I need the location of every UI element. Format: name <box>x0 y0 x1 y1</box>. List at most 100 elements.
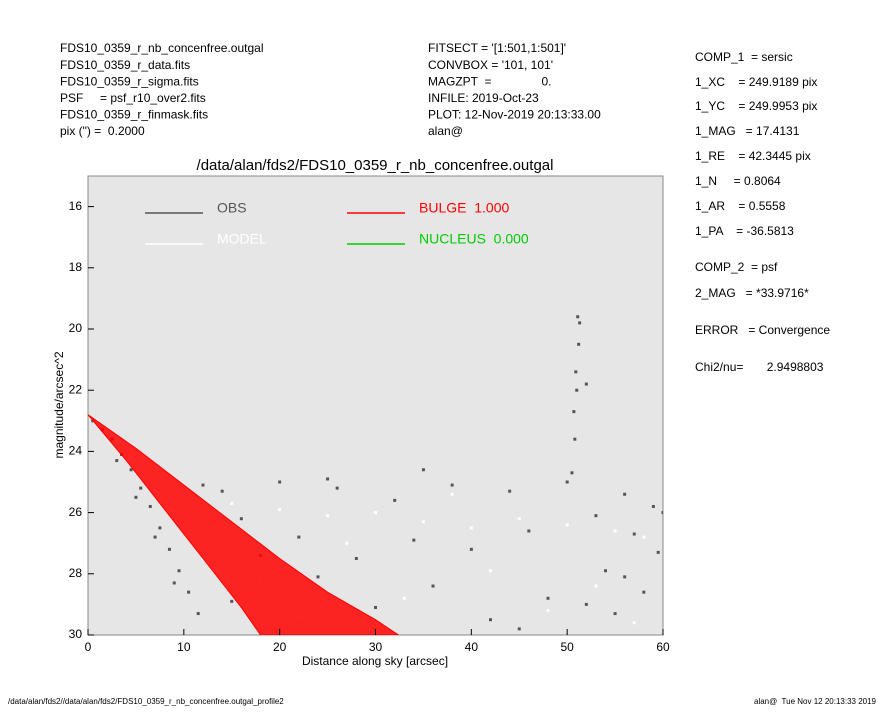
plot-area <box>88 315 663 635</box>
data-point <box>278 480 282 484</box>
data-point <box>129 468 133 472</box>
data-point <box>604 569 607 573</box>
side-panel-line: ERROR = Convergence <box>695 323 830 337</box>
x-tick-label: 60 <box>656 640 670 654</box>
side-panel-line: 1_RE = 42.3445 pix <box>695 149 811 163</box>
data-point <box>469 526 473 530</box>
side-panel-line: 1_YC = 249.9953 pix <box>695 99 817 113</box>
legend-label: MODEL <box>217 231 267 247</box>
data-point <box>158 526 162 530</box>
data-point <box>656 550 660 554</box>
data-point <box>546 596 550 600</box>
data-point <box>517 517 521 521</box>
y-tick-label: 28 <box>69 566 83 580</box>
data-point <box>393 498 397 502</box>
footer-right: alan@ Tue Nov 12 20:13:33 2019 <box>754 697 877 706</box>
y-tick-label: 18 <box>69 260 83 274</box>
side-panel-line: 1_PA = -36.5813 <box>695 224 794 238</box>
header-left-line: FDS10_0359_r_data.fits <box>60 58 190 72</box>
data-point <box>565 523 569 527</box>
data-point <box>230 599 234 603</box>
data-point <box>345 541 349 545</box>
data-point <box>201 483 205 487</box>
y-tick-label: 22 <box>69 382 83 396</box>
header-left-line: FDS10_0359_r_nb_concenfree.outgal <box>60 41 263 55</box>
data-point <box>187 590 191 594</box>
data-point <box>546 609 550 613</box>
data-point <box>239 517 243 521</box>
header-left-line: FDS10_0359_r_finmask.fits <box>60 108 208 122</box>
data-point <box>96 419 100 423</box>
data-point <box>326 477 330 481</box>
legend-label: BULGE 1.000 <box>419 200 509 216</box>
data-point <box>278 508 282 512</box>
header-left-line: pix (") = 0.2000 <box>60 124 145 138</box>
y-tick-label: 20 <box>69 321 83 335</box>
side-panel-line: 1_MAG = 17.4131 <box>695 124 800 138</box>
bulge-band <box>88 414 400 635</box>
data-point <box>421 520 425 524</box>
x-tick-label: 30 <box>369 640 383 654</box>
data-point <box>584 382 588 386</box>
chart-title: /data/alan/fds2/FDS10_0359_r_nb_concenfr… <box>197 157 554 174</box>
data-point <box>594 584 598 588</box>
header-middle-line: FITSECT = '[1:501,1:501]' <box>428 41 566 55</box>
data-point <box>421 468 425 472</box>
data-point <box>574 370 578 374</box>
y-axis-label: magnitude/arcsec^2 <box>52 351 66 458</box>
data-point <box>431 584 435 588</box>
data-point <box>153 535 157 539</box>
data-point <box>508 489 512 493</box>
side-panel-line: 2_MAG = *33.9716* <box>695 286 809 300</box>
data-point <box>326 514 330 518</box>
data-point <box>651 504 655 508</box>
data-point <box>570 471 574 475</box>
data-point <box>402 596 406 600</box>
footer-left: /data/alan/fds2//data/alan/fds2/FDS10_03… <box>8 697 284 706</box>
data-point <box>623 575 627 579</box>
data-point <box>172 581 176 585</box>
data-point <box>573 437 577 441</box>
data-point <box>230 501 234 505</box>
data-point <box>584 602 588 606</box>
side-panel-line: 1_N = 0.8064 <box>695 174 781 188</box>
data-point <box>594 514 598 518</box>
data-point <box>450 483 454 487</box>
data-point <box>576 315 580 319</box>
side-panel-line: Chi2/nu= 2.9498803 <box>695 360 824 374</box>
y-tick-label: 30 <box>69 627 83 641</box>
data-point <box>412 538 416 542</box>
header-middle-line: alan@ <box>428 124 463 138</box>
x-tick-label: 0 <box>85 640 92 654</box>
data-point <box>139 486 143 490</box>
side-panel-line: 1_XC = 249.9189 pix <box>695 75 817 89</box>
data-point <box>517 627 521 631</box>
y-tick-label: 24 <box>69 444 83 458</box>
side-panel-line: COMP_1 = sersic <box>695 50 793 64</box>
data-point <box>632 532 636 536</box>
data-point <box>316 575 320 579</box>
data-point <box>148 504 152 508</box>
x-tick-label: 10 <box>177 640 191 654</box>
data-point <box>374 605 377 609</box>
header-middle-line: PLOT: 12-Nov-2019 20:13:33.00 <box>428 108 601 122</box>
x-tick-label: 40 <box>465 640 479 654</box>
data-point <box>450 492 454 496</box>
data-point <box>575 388 579 392</box>
data-point <box>623 492 627 496</box>
y-tick-label: 26 <box>69 505 83 519</box>
header-middle-line: CONVBOX = '101, 101' <box>428 58 553 72</box>
x-axis-label: Distance along sky [arcsec] <box>302 654 448 668</box>
data-point <box>572 410 576 414</box>
data-point <box>354 557 358 560</box>
data-point <box>134 495 138 499</box>
header-middle-line: MAGZPT = 0. <box>428 74 551 88</box>
plot-background <box>87 175 664 636</box>
data-point <box>661 511 663 515</box>
side-panel-line: 1_AR = 0.5558 <box>695 199 786 213</box>
legend-label: OBS <box>217 200 247 216</box>
side-panel-line: COMP_2 = psf <box>695 260 778 274</box>
data-point <box>577 342 581 346</box>
y-tick-label: 16 <box>69 199 83 213</box>
